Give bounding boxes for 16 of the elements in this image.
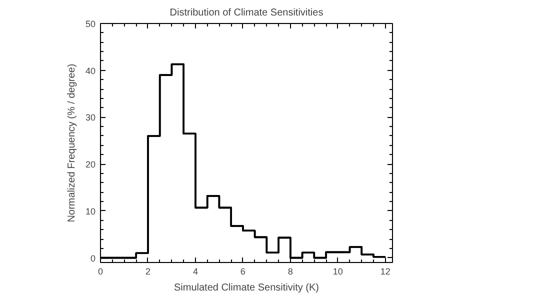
chart-title: Distribution of Climate Sensitivities (170, 8, 324, 18)
y-tick-label: 30 (85, 112, 96, 123)
y-tick-label: 50 (85, 19, 96, 29)
x-tick-label: 4 (192, 266, 198, 276)
x-axis-title: Simulated Climate Sensitivity (K) (174, 282, 320, 294)
x-tick-label: 6 (240, 266, 246, 276)
x-tick-label: 12 (380, 266, 390, 276)
y-tick-label: 10 (85, 206, 96, 216)
y-tick-label: 40 (85, 66, 96, 76)
y-tick-label: 20 (85, 160, 96, 170)
x-tick-label: 8 (288, 266, 293, 276)
y-tick-label: 0 (90, 253, 96, 264)
y-axis-title: Normalized Frequency (% / degree) (66, 64, 78, 222)
x-tick-label: 0 (98, 266, 104, 276)
x-tick-label: 10 (332, 266, 343, 276)
x-tick-label: 2 (145, 266, 150, 276)
